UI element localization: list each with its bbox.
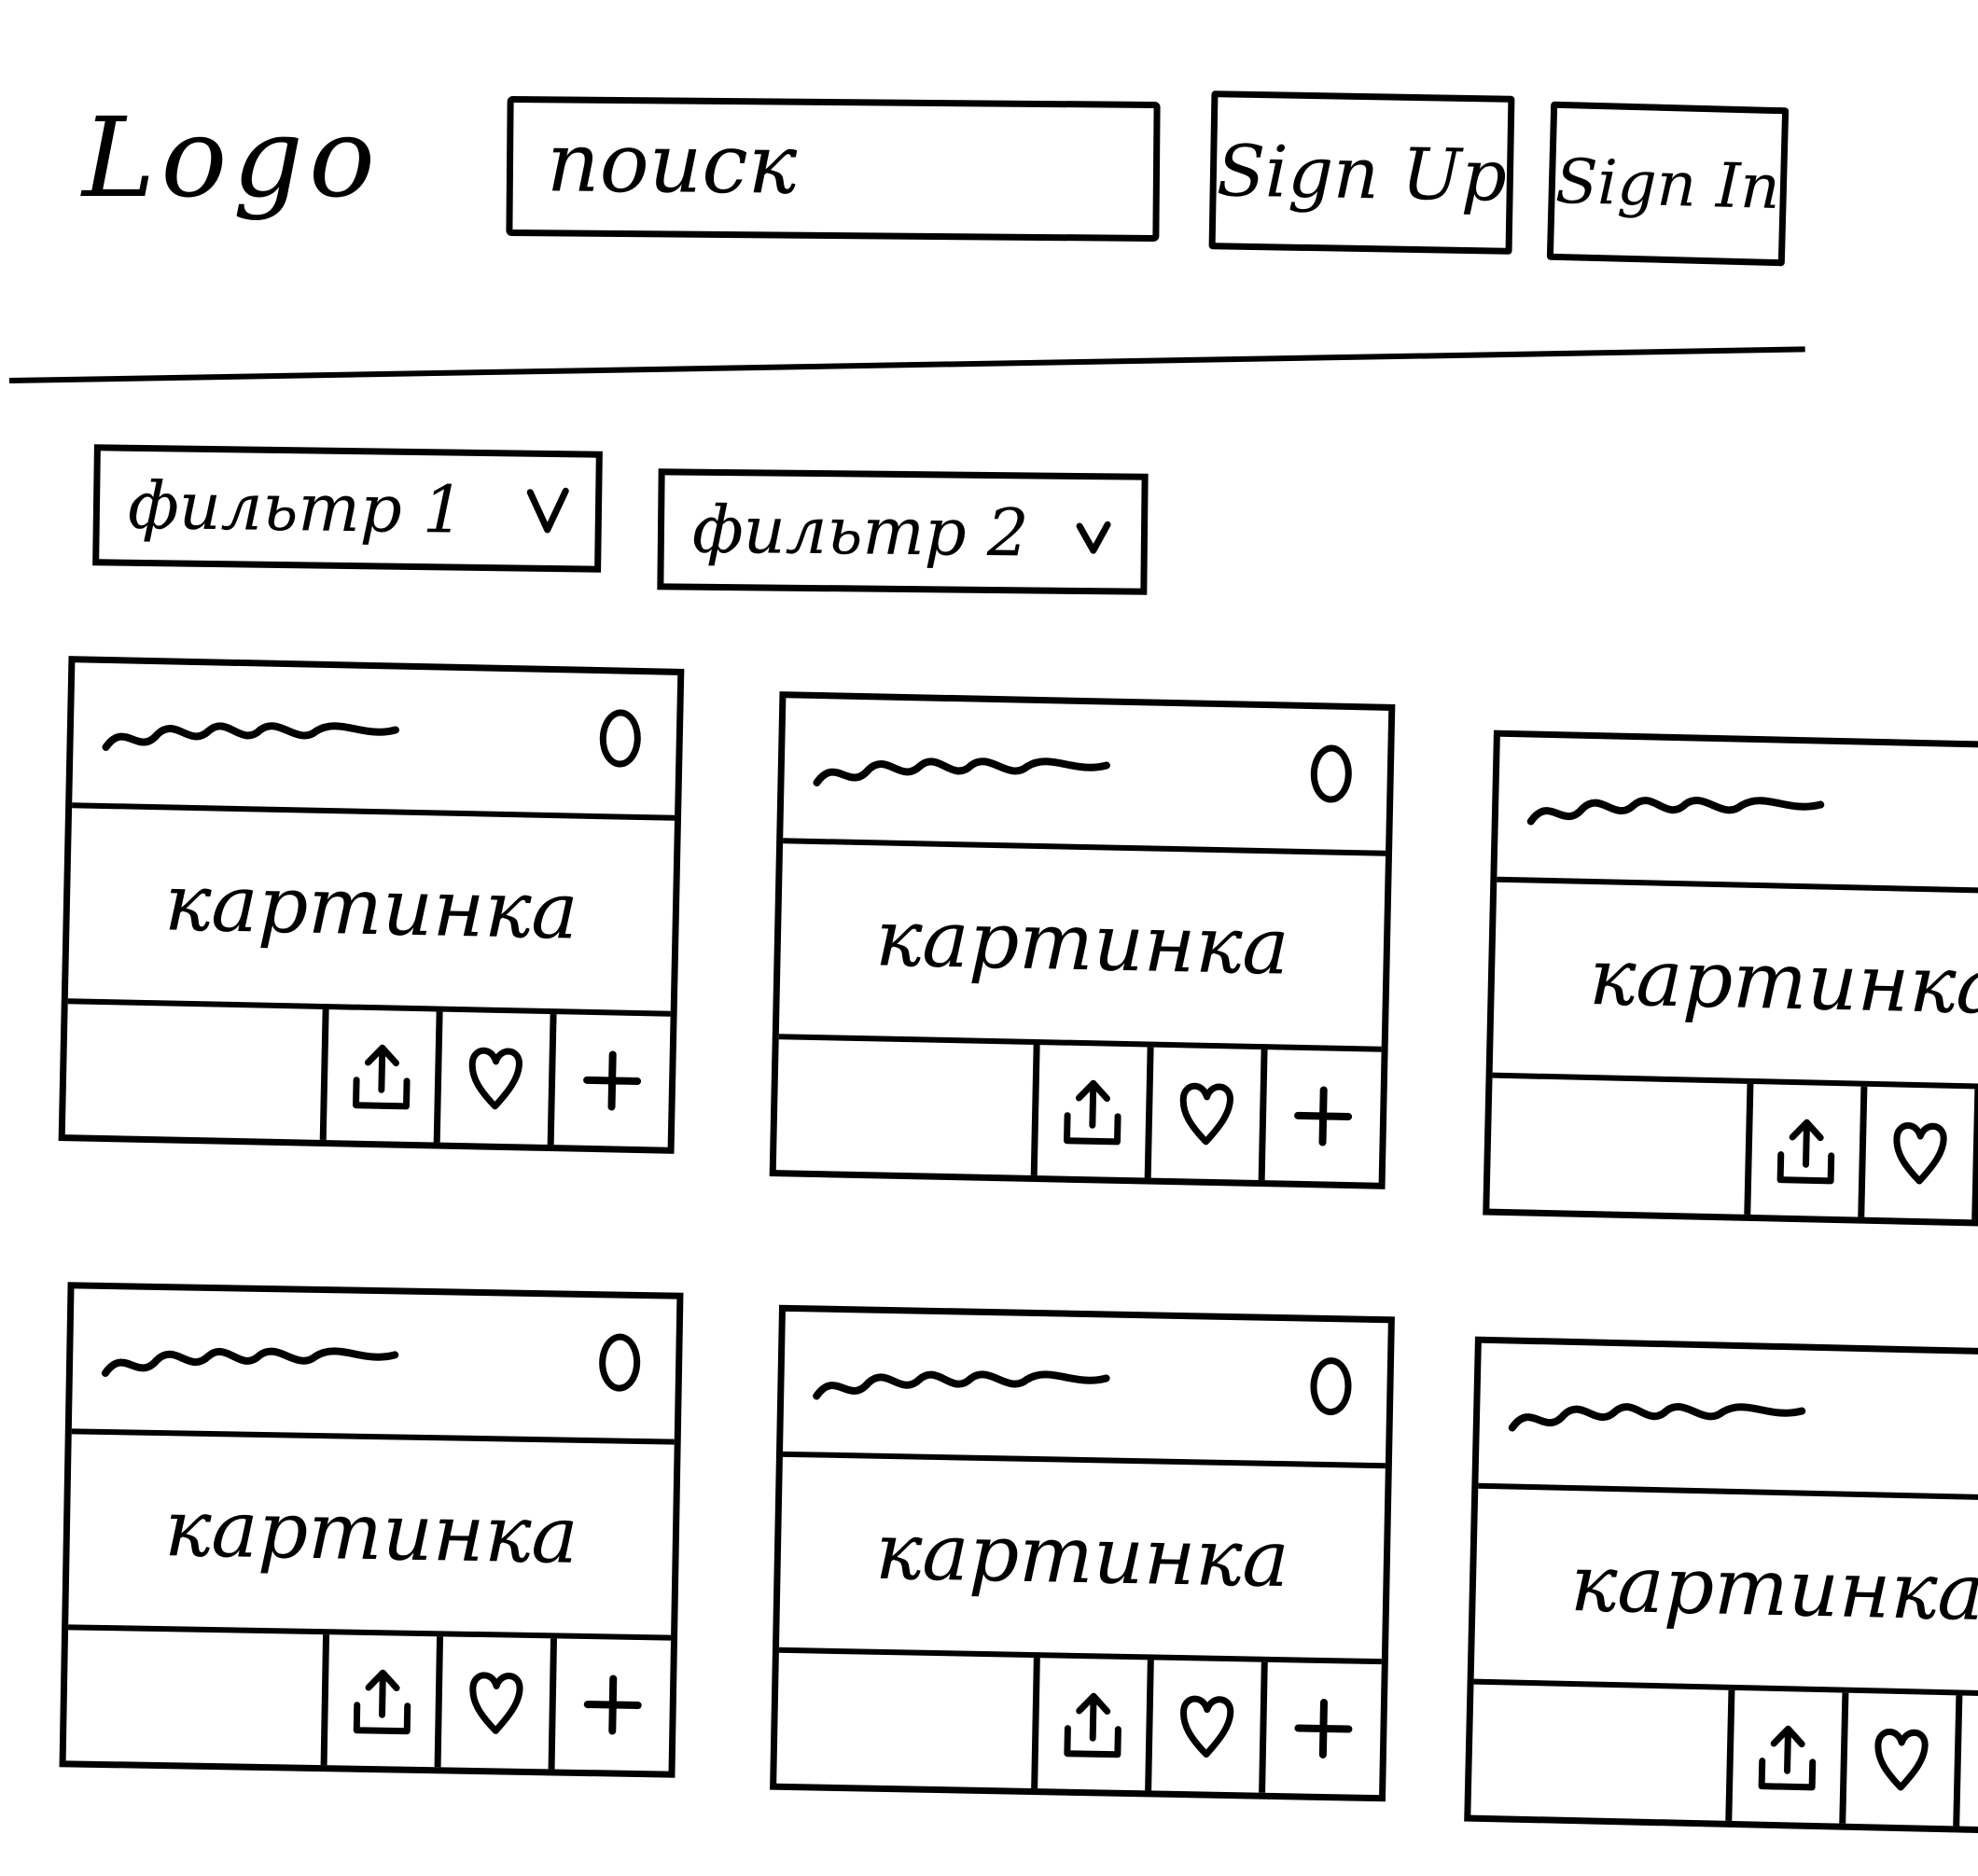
card-image[interactable]: картинка (778, 1451, 1386, 1665)
card-image-label: картинка (1588, 930, 1978, 1033)
heart-icon (1874, 1729, 1929, 1791)
add-button[interactable] (555, 1638, 671, 1771)
add-button[interactable] (1265, 1049, 1382, 1183)
card-header (72, 662, 678, 821)
heart-icon (468, 1672, 523, 1734)
card-header (1497, 736, 1978, 896)
share-icon (1063, 1692, 1121, 1758)
card-image-label: картинка (874, 892, 1290, 993)
plus-icon (1294, 1699, 1353, 1758)
share-icon (353, 1669, 411, 1735)
card-image-label: картинка (163, 856, 579, 957)
card-image-label: картинка (1569, 1536, 1978, 1639)
card-2[interactable]: картинка (769, 691, 1396, 1189)
plus-icon (583, 1675, 642, 1735)
share-button[interactable] (327, 1634, 444, 1768)
plus-icon (1294, 1086, 1353, 1146)
card-image[interactable]: картинка (1473, 1482, 1978, 1699)
share-button[interactable] (1750, 1083, 1868, 1217)
share-icon (352, 1044, 411, 1110)
filter-2-dropdown[interactable]: фильтр 2 (657, 468, 1149, 595)
filter-1-dropdown[interactable]: фильтр 1 (92, 444, 603, 573)
card-image[interactable]: картинка (1492, 876, 1978, 1092)
share-button[interactable] (1037, 1045, 1154, 1178)
share-icon (1776, 1119, 1834, 1185)
card-status-circle[interactable] (599, 709, 642, 769)
chevron-down-icon (526, 487, 569, 534)
card-actions (1725, 1689, 1978, 1829)
like-button[interactable] (440, 1636, 557, 1770)
card-image-label: картинка (163, 1482, 579, 1581)
add-button[interactable] (1265, 1662, 1382, 1795)
plus-icon (583, 1050, 642, 1111)
chevron-down-icon (1076, 521, 1111, 554)
card-header (782, 1311, 1388, 1469)
filter-1-label: фильтр 1 (127, 466, 466, 549)
card-image[interactable]: картинка (778, 838, 1386, 1052)
search-placeholder: поиск (546, 114, 798, 213)
heart-icon (468, 1047, 522, 1110)
card-3[interactable]: картинка (1483, 730, 1978, 1230)
card-1[interactable]: картинка (58, 656, 685, 1154)
like-button[interactable] (1151, 1660, 1268, 1793)
share-icon (1758, 1725, 1816, 1791)
add-button[interactable] (1959, 1696, 1978, 1829)
card-image[interactable]: картинка (68, 1428, 675, 1641)
share-button[interactable] (1038, 1658, 1154, 1791)
share-icon (1063, 1079, 1121, 1146)
card-title-scribble (813, 1370, 1110, 1400)
header-divider (8, 346, 1805, 383)
card-image-label: картинка (874, 1505, 1290, 1605)
search-input[interactable]: поиск (506, 95, 1161, 243)
like-button[interactable] (439, 1011, 557, 1146)
card-title-scribble (102, 722, 399, 752)
heart-icon (1179, 1695, 1233, 1758)
card-title-scribble (1508, 1403, 1806, 1432)
card-actions (320, 1634, 671, 1772)
logo[interactable]: Logo (82, 93, 381, 222)
card-actions (1031, 1658, 1382, 1796)
share-button[interactable] (1732, 1689, 1849, 1824)
card-status-circle[interactable] (1309, 1356, 1353, 1416)
card-title-scribble (101, 1347, 399, 1377)
card-5[interactable]: картинка (770, 1304, 1395, 1802)
card-header (783, 698, 1389, 856)
card-actions (1744, 1083, 1978, 1223)
card-actions (319, 1008, 671, 1147)
sign-in-button[interactable]: Sign In (1546, 101, 1790, 267)
add-button[interactable] (554, 1014, 671, 1147)
like-button[interactable] (1864, 1086, 1978, 1220)
heart-icon (1179, 1082, 1233, 1146)
sign-up-button[interactable]: Sign Up (1208, 90, 1515, 255)
card-title-scribble (813, 757, 1110, 787)
card-status-circle[interactable] (1310, 744, 1353, 804)
card-6[interactable]: картинка (1464, 1336, 1978, 1836)
card-actions (1030, 1044, 1382, 1183)
filter-2-label: фильтр 2 (691, 491, 1029, 572)
like-button[interactable] (1846, 1692, 1963, 1827)
card-header (1478, 1342, 1978, 1503)
like-button[interactable] (1150, 1047, 1268, 1181)
card-header (71, 1288, 677, 1445)
card-status-circle[interactable] (598, 1333, 641, 1392)
heart-icon (1892, 1122, 1947, 1185)
card-image[interactable]: картинка (67, 802, 676, 1017)
card-title-scribble (1526, 797, 1825, 826)
card-4[interactable]: картинка (59, 1282, 684, 1778)
share-button[interactable] (326, 1009, 443, 1143)
